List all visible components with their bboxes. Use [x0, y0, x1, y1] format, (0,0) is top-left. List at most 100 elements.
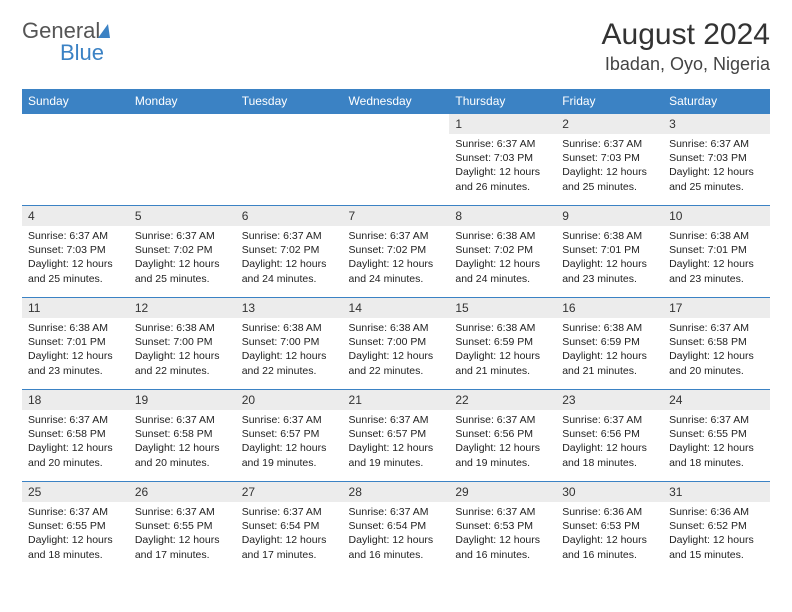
day-number: 29 — [449, 482, 556, 502]
day-number: 21 — [343, 390, 450, 410]
calendar-day-cell: 28Sunrise: 6:37 AMSunset: 6:54 PMDayligh… — [343, 482, 450, 574]
day-details: Sunrise: 6:37 AMSunset: 6:54 PMDaylight:… — [343, 502, 450, 566]
calendar-day-cell: 13Sunrise: 6:38 AMSunset: 7:00 PMDayligh… — [236, 298, 343, 390]
day-number: 31 — [663, 482, 770, 502]
day-details: Sunrise: 6:37 AMSunset: 7:03 PMDaylight:… — [663, 134, 770, 198]
calendar-day-cell: 2Sunrise: 6:37 AMSunset: 7:03 PMDaylight… — [556, 114, 663, 206]
day-details: Sunrise: 6:38 AMSunset: 7:00 PMDaylight:… — [236, 318, 343, 382]
day-header: Saturday — [663, 89, 770, 114]
day-details: Sunrise: 6:37 AMSunset: 7:03 PMDaylight:… — [556, 134, 663, 198]
day-details: Sunrise: 6:37 AMSunset: 6:58 PMDaylight:… — [22, 410, 129, 474]
day-number: 9 — [556, 206, 663, 226]
day-details: Sunrise: 6:37 AMSunset: 6:55 PMDaylight:… — [129, 502, 236, 566]
day-details: Sunrise: 6:37 AMSunset: 6:58 PMDaylight:… — [663, 318, 770, 382]
day-details: Sunrise: 6:38 AMSunset: 7:00 PMDaylight:… — [343, 318, 450, 382]
day-details: Sunrise: 6:38 AMSunset: 7:00 PMDaylight:… — [129, 318, 236, 382]
calendar-day-cell: 9Sunrise: 6:38 AMSunset: 7:01 PMDaylight… — [556, 206, 663, 298]
calendar-day-cell: 17Sunrise: 6:37 AMSunset: 6:58 PMDayligh… — [663, 298, 770, 390]
calendar-day-cell — [129, 114, 236, 206]
calendar-day-cell: 22Sunrise: 6:37 AMSunset: 6:56 PMDayligh… — [449, 390, 556, 482]
calendar-day-cell: 31Sunrise: 6:36 AMSunset: 6:52 PMDayligh… — [663, 482, 770, 574]
day-details: Sunrise: 6:38 AMSunset: 7:02 PMDaylight:… — [449, 226, 556, 290]
calendar-day-cell: 23Sunrise: 6:37 AMSunset: 6:56 PMDayligh… — [556, 390, 663, 482]
calendar-day-cell: 30Sunrise: 6:36 AMSunset: 6:53 PMDayligh… — [556, 482, 663, 574]
day-number: 19 — [129, 390, 236, 410]
day-header: Sunday — [22, 89, 129, 114]
day-number: 3 — [663, 114, 770, 134]
day-number: 13 — [236, 298, 343, 318]
calendar-day-cell: 10Sunrise: 6:38 AMSunset: 7:01 PMDayligh… — [663, 206, 770, 298]
calendar-table: SundayMondayTuesdayWednesdayThursdayFrid… — [22, 89, 770, 574]
day-number: 17 — [663, 298, 770, 318]
day-number: 20 — [236, 390, 343, 410]
calendar-day-cell: 24Sunrise: 6:37 AMSunset: 6:55 PMDayligh… — [663, 390, 770, 482]
calendar-day-cell: 6Sunrise: 6:37 AMSunset: 7:02 PMDaylight… — [236, 206, 343, 298]
day-number: 10 — [663, 206, 770, 226]
day-number: 24 — [663, 390, 770, 410]
day-number: 4 — [22, 206, 129, 226]
calendar-head: SundayMondayTuesdayWednesdayThursdayFrid… — [22, 89, 770, 114]
day-details: Sunrise: 6:37 AMSunset: 6:57 PMDaylight:… — [236, 410, 343, 474]
day-details: Sunrise: 6:37 AMSunset: 6:54 PMDaylight:… — [236, 502, 343, 566]
calendar-day-cell: 3Sunrise: 6:37 AMSunset: 7:03 PMDaylight… — [663, 114, 770, 206]
calendar-day-cell: 26Sunrise: 6:37 AMSunset: 6:55 PMDayligh… — [129, 482, 236, 574]
calendar-week-row: 1Sunrise: 6:37 AMSunset: 7:03 PMDaylight… — [22, 114, 770, 206]
calendar-day-cell: 5Sunrise: 6:37 AMSunset: 7:02 PMDaylight… — [129, 206, 236, 298]
day-number: 23 — [556, 390, 663, 410]
calendar-day-cell: 20Sunrise: 6:37 AMSunset: 6:57 PMDayligh… — [236, 390, 343, 482]
day-details: Sunrise: 6:37 AMSunset: 7:02 PMDaylight:… — [236, 226, 343, 290]
title-block: August 2024 Ibadan, Oyo, Nigeria — [602, 18, 770, 75]
day-number: 7 — [343, 206, 450, 226]
day-number: 1 — [449, 114, 556, 134]
day-details: Sunrise: 6:37 AMSunset: 6:56 PMDaylight:… — [556, 410, 663, 474]
day-details: Sunrise: 6:36 AMSunset: 6:52 PMDaylight:… — [663, 502, 770, 566]
day-header: Thursday — [449, 89, 556, 114]
day-details: Sunrise: 6:38 AMSunset: 6:59 PMDaylight:… — [449, 318, 556, 382]
day-number: 11 — [22, 298, 129, 318]
calendar-day-cell: 14Sunrise: 6:38 AMSunset: 7:00 PMDayligh… — [343, 298, 450, 390]
day-details: Sunrise: 6:38 AMSunset: 7:01 PMDaylight:… — [663, 226, 770, 290]
day-number: 27 — [236, 482, 343, 502]
calendar-day-cell: 16Sunrise: 6:38 AMSunset: 6:59 PMDayligh… — [556, 298, 663, 390]
location: Ibadan, Oyo, Nigeria — [602, 54, 770, 75]
day-header: Monday — [129, 89, 236, 114]
day-details: Sunrise: 6:37 AMSunset: 7:03 PMDaylight:… — [22, 226, 129, 290]
day-details: Sunrise: 6:38 AMSunset: 6:59 PMDaylight:… — [556, 318, 663, 382]
calendar-day-cell: 25Sunrise: 6:37 AMSunset: 6:55 PMDayligh… — [22, 482, 129, 574]
day-number: 6 — [236, 206, 343, 226]
day-number: 2 — [556, 114, 663, 134]
calendar-day-cell: 8Sunrise: 6:38 AMSunset: 7:02 PMDaylight… — [449, 206, 556, 298]
logo: General Blue — [22, 18, 112, 66]
day-details: Sunrise: 6:37 AMSunset: 7:03 PMDaylight:… — [449, 134, 556, 198]
logo-triangle-icon — [98, 24, 110, 38]
calendar-day-cell: 19Sunrise: 6:37 AMSunset: 6:58 PMDayligh… — [129, 390, 236, 482]
calendar-day-cell — [22, 114, 129, 206]
calendar-day-cell: 21Sunrise: 6:37 AMSunset: 6:57 PMDayligh… — [343, 390, 450, 482]
day-number: 15 — [449, 298, 556, 318]
day-details: Sunrise: 6:37 AMSunset: 6:55 PMDaylight:… — [22, 502, 129, 566]
calendar-day-cell: 4Sunrise: 6:37 AMSunset: 7:03 PMDaylight… — [22, 206, 129, 298]
day-number: 12 — [129, 298, 236, 318]
day-number: 26 — [129, 482, 236, 502]
day-number: 28 — [343, 482, 450, 502]
day-details: Sunrise: 6:37 AMSunset: 7:02 PMDaylight:… — [343, 226, 450, 290]
logo-word-blue: Blue — [60, 40, 112, 66]
day-details: Sunrise: 6:37 AMSunset: 6:53 PMDaylight:… — [449, 502, 556, 566]
calendar-day-cell: 11Sunrise: 6:38 AMSunset: 7:01 PMDayligh… — [22, 298, 129, 390]
day-number: 14 — [343, 298, 450, 318]
day-header: Wednesday — [343, 89, 450, 114]
calendar-week-row: 4Sunrise: 6:37 AMSunset: 7:03 PMDaylight… — [22, 206, 770, 298]
day-details: Sunrise: 6:38 AMSunset: 7:01 PMDaylight:… — [22, 318, 129, 382]
day-details: Sunrise: 6:37 AMSunset: 6:55 PMDaylight:… — [663, 410, 770, 474]
day-details: Sunrise: 6:37 AMSunset: 7:02 PMDaylight:… — [129, 226, 236, 290]
calendar-day-cell: 18Sunrise: 6:37 AMSunset: 6:58 PMDayligh… — [22, 390, 129, 482]
calendar-body: 1Sunrise: 6:37 AMSunset: 7:03 PMDaylight… — [22, 114, 770, 574]
calendar-day-cell: 29Sunrise: 6:37 AMSunset: 6:53 PMDayligh… — [449, 482, 556, 574]
day-number: 22 — [449, 390, 556, 410]
calendar-day-cell: 27Sunrise: 6:37 AMSunset: 6:54 PMDayligh… — [236, 482, 343, 574]
day-header: Tuesday — [236, 89, 343, 114]
day-number: 16 — [556, 298, 663, 318]
day-header: Friday — [556, 89, 663, 114]
day-details: Sunrise: 6:38 AMSunset: 7:01 PMDaylight:… — [556, 226, 663, 290]
calendar-day-cell: 15Sunrise: 6:38 AMSunset: 6:59 PMDayligh… — [449, 298, 556, 390]
